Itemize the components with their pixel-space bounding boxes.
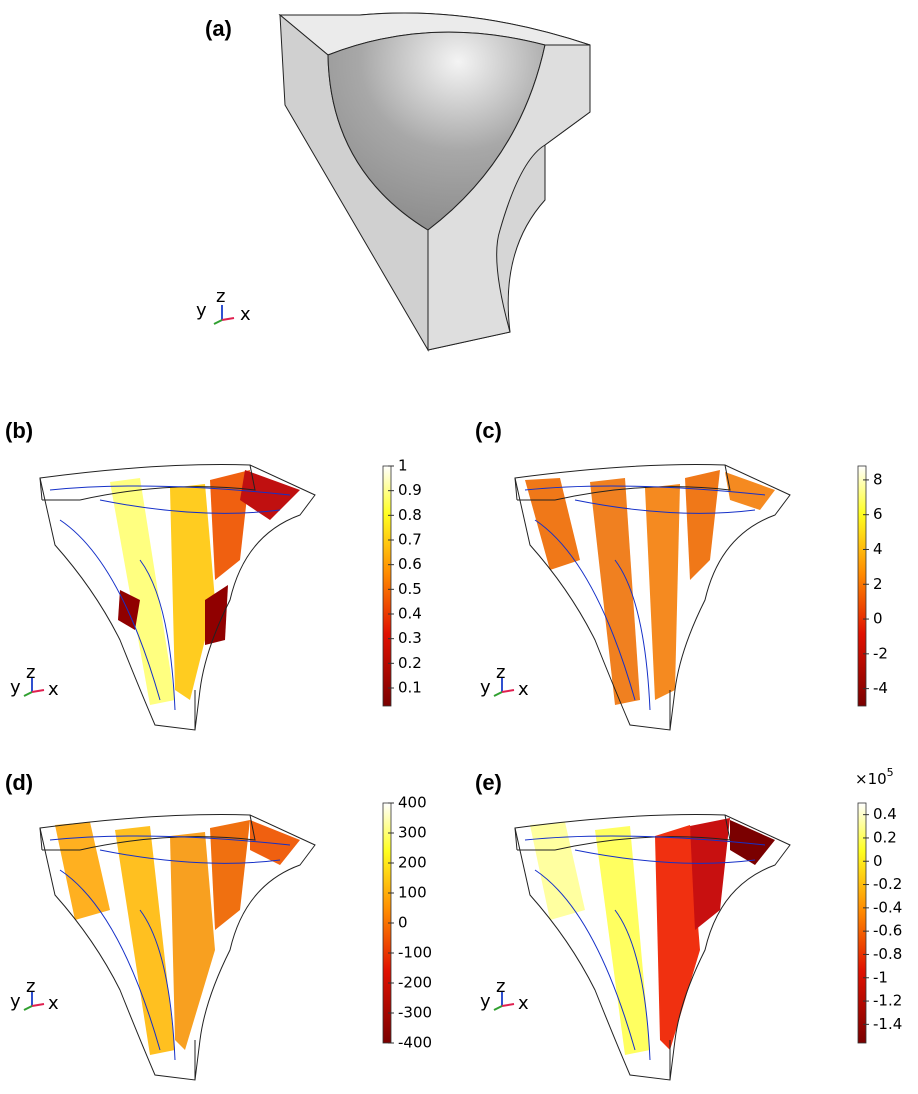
flow-render: [514, 464, 791, 731]
colorbar-tick-label: 0.2: [398, 654, 422, 672]
colorbar-tick-label: 0.4: [873, 805, 897, 823]
colorbar-tick-label: -200: [398, 974, 432, 992]
colorbar-tick-label: 0: [873, 852, 883, 870]
colorbar-tick-label: -300: [398, 1004, 432, 1022]
colorbar-multiplier: ×105: [855, 766, 894, 788]
panel-label: (b): [5, 418, 33, 443]
panel-a: (a) y z x: [196, 12, 591, 352]
axis-arrow: [31, 1003, 45, 1007]
colorbar-tick-label: 0.6: [398, 555, 422, 573]
colorbar-tick-label: 0.4: [398, 604, 422, 622]
axis-triad: y z x: [196, 286, 251, 325]
axis-arrow: [493, 1005, 503, 1011]
axis-arrow: [501, 689, 515, 693]
panel-b: (b): [5, 418, 316, 731]
axis-label: x: [240, 304, 251, 325]
colorbar-tick-label: -400: [398, 1034, 432, 1052]
colorbar-tick-label: -2: [873, 644, 888, 662]
colorbar-tick-label: 0.1: [398, 678, 422, 696]
colorbar-tick-label: 0.9: [398, 481, 422, 499]
axis-arrow: [31, 689, 45, 693]
axis-label: x: [518, 679, 529, 700]
colorbar-tick-label: 6: [873, 505, 883, 523]
colorbar-tick-label: -0.8: [873, 945, 902, 963]
axis-label: z: [26, 662, 35, 683]
colorbar-tick-label: 200: [398, 854, 427, 872]
flow-render: [514, 814, 791, 1081]
axis-label: x: [518, 993, 529, 1014]
panel-e: (e): [475, 770, 791, 1081]
colorbar-tick-label: 300: [398, 824, 427, 842]
colorbar-tick-label: 2: [873, 575, 883, 593]
solid-front: [427, 44, 591, 351]
colorbar: [382, 465, 392, 707]
flow-render: [39, 814, 316, 1081]
multiplier-exponent: 5: [887, 766, 894, 779]
axis-label: x: [48, 993, 59, 1014]
colorbar-tick-label: -0.4: [873, 898, 902, 916]
multiplier-base: ×10: [855, 770, 887, 788]
axis-arrow: [501, 1003, 515, 1007]
axis-label: y: [480, 677, 491, 698]
colorbar-tick-label: 4: [873, 540, 883, 558]
axis-label: y: [10, 991, 21, 1012]
colorbar-tick-label: 8: [873, 470, 883, 488]
panel-label: (a): [205, 16, 232, 41]
colorbar-tick-label: 0: [398, 914, 408, 932]
colorbar-tick-label: 0.8: [398, 506, 422, 524]
colorbar: [857, 465, 867, 707]
axis-label: y: [10, 677, 21, 698]
colorbar-tick-label: 0.7: [398, 530, 422, 548]
axis-label: z: [216, 286, 225, 307]
colorbar-tick-label: -0.2: [873, 875, 902, 893]
panel-label: (c): [475, 418, 502, 443]
axis-label: y: [480, 991, 491, 1012]
panel-label: (e): [475, 770, 502, 795]
panel-c: (c): [475, 418, 791, 731]
colorbar-tick-label: 0.3: [398, 629, 422, 647]
colorbar-tick-label: -0.6: [873, 922, 902, 940]
colorbar-tick-label: 0.5: [398, 580, 422, 598]
colorbar-tick-label: 0: [873, 610, 883, 628]
colorbar-tick-label: -1: [873, 968, 888, 986]
colorbar-tick-label: 100: [398, 884, 427, 902]
panel-label: (d): [5, 770, 33, 795]
colorbar-tick-label: 1: [398, 457, 408, 475]
colorbar-tick-label: -100: [398, 944, 432, 962]
colorbar-tick-label: -4: [873, 679, 888, 697]
axis-arrow: [23, 1005, 33, 1011]
colorbar-tick-label: -1.4: [873, 1015, 902, 1033]
colorbar: [857, 802, 867, 1044]
colorbars: 0.1 0.2 0.3 0.4 0.5 0.6 0.7 0.8 0.9 1 -4 -2 0 2 4 6 8 -40…: [382, 457, 902, 1052]
colorbar-tick-label: 0.2: [873, 828, 897, 846]
panel-d: (d): [5, 770, 316, 1081]
axis-arrow: [23, 691, 33, 697]
axis-label: x: [48, 679, 59, 700]
axis-arrow: [493, 691, 503, 697]
axis-label: y: [196, 300, 207, 321]
flow-render: [39, 464, 316, 731]
axis-label: z: [496, 662, 505, 683]
axis-label: z: [496, 976, 505, 997]
axis-label: z: [26, 976, 35, 997]
colorbar-tick-label: -1.2: [873, 992, 902, 1010]
colorbar-tick-label: 400: [398, 794, 427, 812]
